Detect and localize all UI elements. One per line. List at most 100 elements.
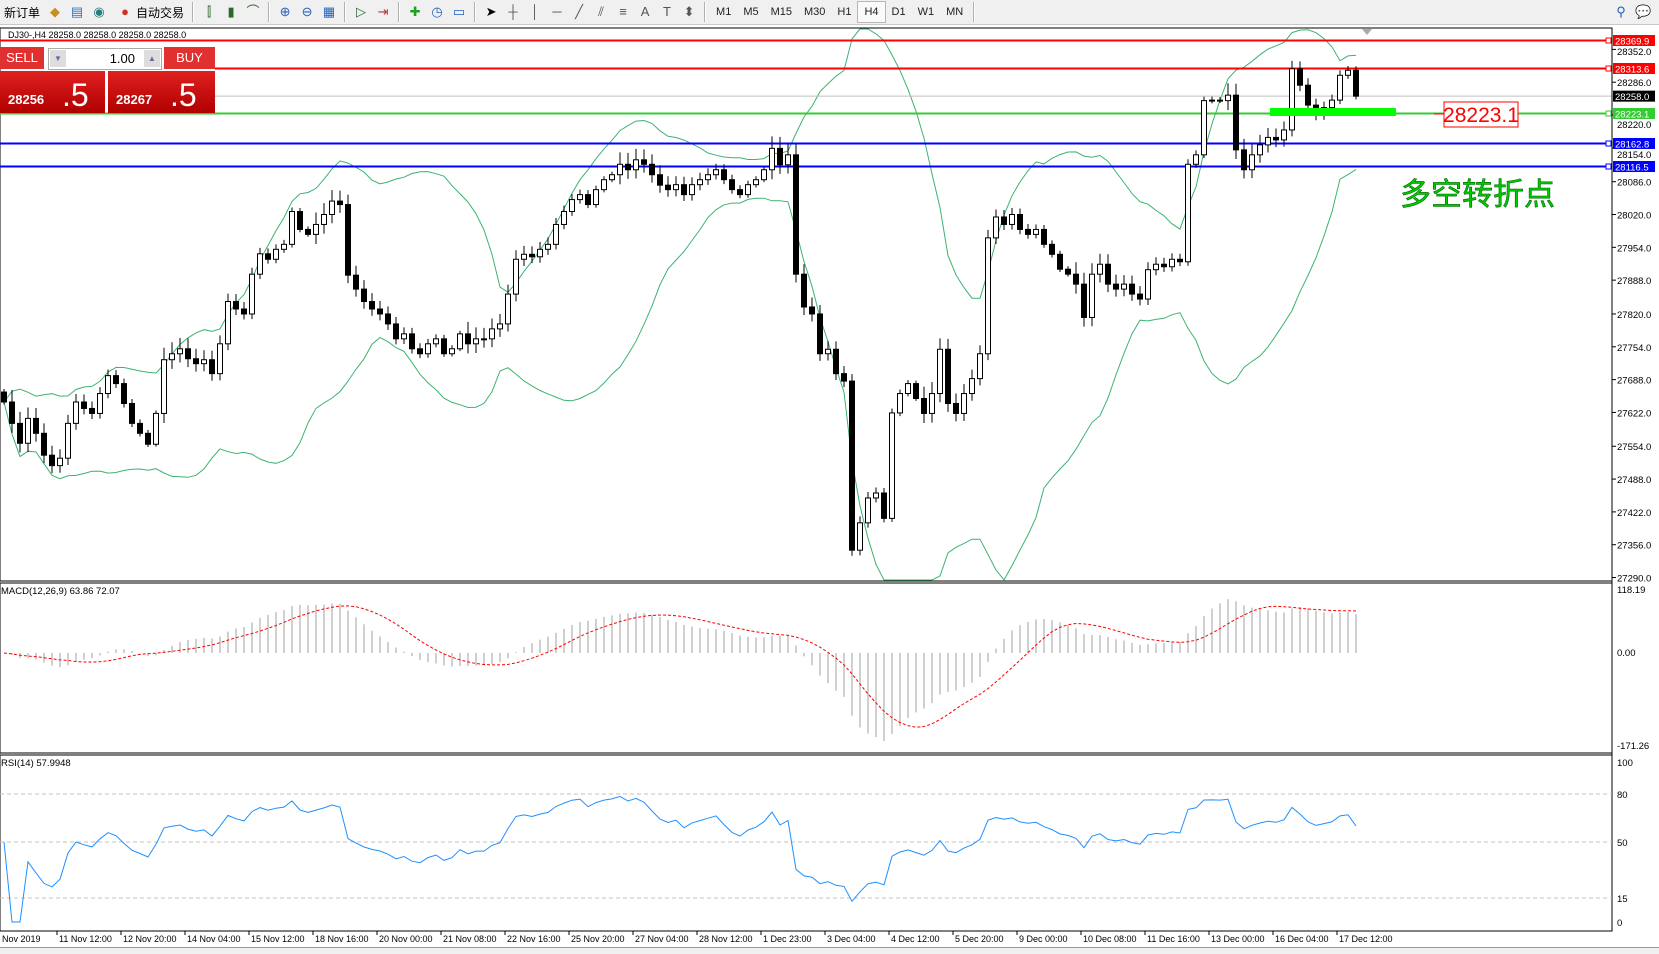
bull-candle: [473, 338, 479, 345]
text-icon[interactable]: A: [640, 4, 650, 19]
bull-candle: [57, 457, 63, 467]
bear-candle: [353, 274, 359, 290]
macd-axis-label: 118.19: [1617, 585, 1645, 596]
zoom-out-icon[interactable]: ⊖: [301, 4, 313, 19]
bull-candle: [329, 200, 335, 216]
timeframe-w1[interactable]: W1: [917, 6, 935, 18]
timeframe-mn[interactable]: MN: [946, 6, 964, 18]
bear-candle: [441, 338, 447, 355]
buy-button[interactable]: BUY: [164, 47, 215, 69]
templates-icon[interactable]: ▭: [452, 4, 466, 19]
bar-chart-icon[interactable]: ⫿: [206, 4, 212, 19]
tile-windows-icon[interactable]: ▦: [322, 4, 336, 19]
new-order-button[interactable]: 新订单: [0, 1, 44, 23]
crosshair-icon[interactable]: ┼: [508, 4, 518, 19]
price-axis-label: 27554.0: [1617, 442, 1651, 453]
bear-candle: [113, 375, 119, 385]
time-axis-label: 22 Nov 16:00: [507, 934, 561, 944]
candlestick-icon[interactable]: ▮: [227, 4, 235, 19]
line-chart-icon[interactable]: ⌒: [246, 4, 260, 19]
cursor-icon[interactable]: ➤: [485, 4, 497, 19]
price-axis-label: 28020.0: [1617, 211, 1651, 222]
separator: [973, 2, 976, 22]
timeframe-m15[interactable]: M15: [770, 6, 792, 18]
bull-candle: [281, 243, 287, 250]
horizontal-line-icon[interactable]: ─: [552, 4, 562, 19]
metaeditor-icon[interactable]: ◆: [50, 4, 61, 19]
separator: [474, 2, 477, 22]
buy-price-button[interactable]: 28267 .5: [108, 71, 215, 113]
bull-candle: [25, 417, 31, 444]
bull-candle: [873, 492, 879, 499]
chat-icon[interactable]: 💬: [1635, 4, 1652, 19]
bear-candle: [649, 163, 655, 176]
auto-trading-button[interactable]: ● 自动交易: [110, 1, 188, 23]
lot-size-value[interactable]: 1.00: [109, 51, 135, 66]
auto-scroll-icon[interactable]: ▷: [356, 4, 367, 19]
bear-candle: [1297, 68, 1303, 86]
timeframe-m1[interactable]: M1: [716, 6, 732, 18]
fibonacci-icon[interactable]: ≡: [619, 4, 627, 19]
bear-candle: [721, 169, 727, 181]
timeframe-h4[interactable]: H4: [857, 1, 886, 23]
bear-candle: [657, 174, 663, 186]
bear-candle: [1049, 243, 1055, 255]
bull-candle: [673, 184, 679, 191]
time-axis-label: 27 Nov 04:00: [635, 934, 689, 944]
bull-candle: [169, 353, 175, 361]
toolbar: 新订单 ◆ ▤ ◉ ● 自动交易 ⫿ ▮ ⌒ ⊕ ⊖ ▦ ▷ ⇥ ✚ ◷ ▭ ➤ …: [0, 0, 1659, 25]
bear-candle: [145, 432, 151, 445]
price-axis-label: 27356.0: [1617, 541, 1651, 552]
timeframe-h1[interactable]: H1: [837, 6, 852, 18]
arrows-icon[interactable]: ⬍: [683, 4, 695, 19]
bull-candle: [985, 237, 991, 355]
buy-price-main: 28267: [116, 92, 153, 107]
timeframe-m5[interactable]: M5: [743, 6, 759, 18]
trendline-icon[interactable]: ╱: [575, 4, 583, 19]
text-label-icon[interactable]: T: [663, 4, 671, 19]
timeframe-m30[interactable]: M30: [804, 6, 826, 18]
price-box-text: 28223.1: [1443, 104, 1519, 127]
price-axis-label: 28352.0: [1617, 47, 1651, 58]
price-box: [1443, 101, 1519, 128]
bear-candle: [841, 373, 847, 382]
bull-candle: [609, 174, 615, 181]
candles: [1, 60, 1359, 556]
bull-candle: [929, 393, 935, 414]
search-icon[interactable]: ⚲: [1616, 4, 1626, 19]
timeframe-d1[interactable]: D1: [891, 6, 906, 18]
price-axis-label: 28286.0: [1617, 78, 1651, 89]
zoom-in-icon[interactable]: ⊕: [279, 4, 291, 19]
lot-size-field[interactable]: ▼ 1.00 ▲: [48, 48, 162, 70]
vertical-line-icon[interactable]: │: [530, 4, 540, 19]
chart-shift-icon[interactable]: ⇥: [377, 4, 389, 19]
line-handle: [1605, 65, 1612, 72]
sell-price-button[interactable]: 28256 .5: [0, 71, 105, 113]
macd-signal-line: [3, 605, 1357, 728]
terminal-icon[interactable]: ▤: [70, 4, 84, 19]
bear-candle: [1057, 253, 1063, 270]
signals-icon[interactable]: ◉: [93, 4, 105, 19]
indicators-icon[interactable]: ✚: [409, 4, 421, 19]
time-axis-label: 25 Nov 20:00: [571, 934, 625, 944]
bull-candle: [97, 393, 103, 414]
lot-decrease-button[interactable]: ▼: [50, 50, 66, 67]
time-axis-label: 10 Dec 08:00: [1083, 934, 1137, 944]
shift-marker-icon[interactable]: [1362, 29, 1372, 35]
lot-increase-button[interactable]: ▲: [144, 50, 160, 67]
time-axis-label: 20 Nov 00:00: [379, 934, 433, 944]
periods-icon[interactable]: ◷: [431, 4, 443, 19]
bear-candle: [1233, 94, 1239, 151]
bull-candle: [561, 211, 567, 225]
bull-candle: [617, 163, 623, 176]
bull-candle: [769, 147, 775, 171]
rsi-axis-label: 100: [1617, 758, 1633, 769]
bear-candle: [953, 402, 959, 414]
rsi-line: [3, 795, 1357, 923]
equidistant-channel-icon[interactable]: ⫽: [598, 4, 604, 19]
bear-candle: [337, 200, 343, 206]
sell-button[interactable]: SELL: [0, 47, 44, 69]
bull-candle: [457, 333, 463, 350]
time-axis-label: 3 Dec 04:00: [827, 934, 876, 944]
